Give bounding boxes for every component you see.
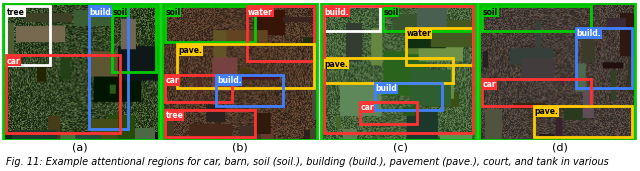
Text: (b): (b) <box>232 142 248 152</box>
Bar <box>483 6 591 31</box>
Text: (a): (a) <box>72 142 88 152</box>
Bar <box>165 110 255 137</box>
Text: water: water <box>407 29 432 38</box>
Text: build.: build. <box>90 8 114 17</box>
Bar <box>321 3 476 140</box>
Text: soil: soil <box>483 8 498 17</box>
Text: pave.: pave. <box>324 60 348 69</box>
Bar <box>165 75 232 102</box>
Text: build.: build. <box>217 76 242 85</box>
Text: tree: tree <box>7 8 25 17</box>
Bar <box>324 6 473 133</box>
Bar <box>3 3 159 140</box>
Text: build: build <box>376 84 397 93</box>
Text: tree: tree <box>324 8 342 17</box>
Bar <box>162 3 317 140</box>
Bar <box>112 6 156 72</box>
Text: build.: build. <box>577 29 601 38</box>
Text: soil: soil <box>383 8 399 17</box>
Bar <box>216 75 284 106</box>
Bar <box>534 106 632 137</box>
Text: car: car <box>7 57 20 66</box>
Bar <box>383 6 473 31</box>
Bar <box>360 102 417 124</box>
Text: car: car <box>360 103 374 112</box>
Text: soil: soil <box>166 8 180 17</box>
Bar <box>6 55 120 133</box>
Text: soil: soil <box>113 8 128 17</box>
Bar <box>89 6 127 129</box>
Bar <box>324 58 453 83</box>
Bar <box>177 44 314 88</box>
Text: build.: build. <box>324 8 349 17</box>
Bar <box>479 3 635 140</box>
Bar <box>375 83 442 110</box>
Text: tree: tree <box>166 111 184 121</box>
Bar <box>165 6 255 42</box>
Bar <box>576 28 632 88</box>
Text: (c): (c) <box>392 142 408 152</box>
Text: water: water <box>248 8 273 17</box>
Text: pave.: pave. <box>178 46 202 55</box>
Text: Fig. 11: Example attentional regions for car, barn, soil (soil.), building (buil: Fig. 11: Example attentional regions for… <box>6 157 609 167</box>
Bar <box>324 6 380 31</box>
Bar <box>406 28 473 65</box>
Text: car: car <box>483 80 497 89</box>
Text: (d): (d) <box>552 142 568 152</box>
Bar <box>248 6 314 61</box>
Text: pave.: pave. <box>534 107 558 116</box>
Bar <box>6 6 50 65</box>
Text: car: car <box>166 76 179 85</box>
Bar <box>483 79 591 106</box>
